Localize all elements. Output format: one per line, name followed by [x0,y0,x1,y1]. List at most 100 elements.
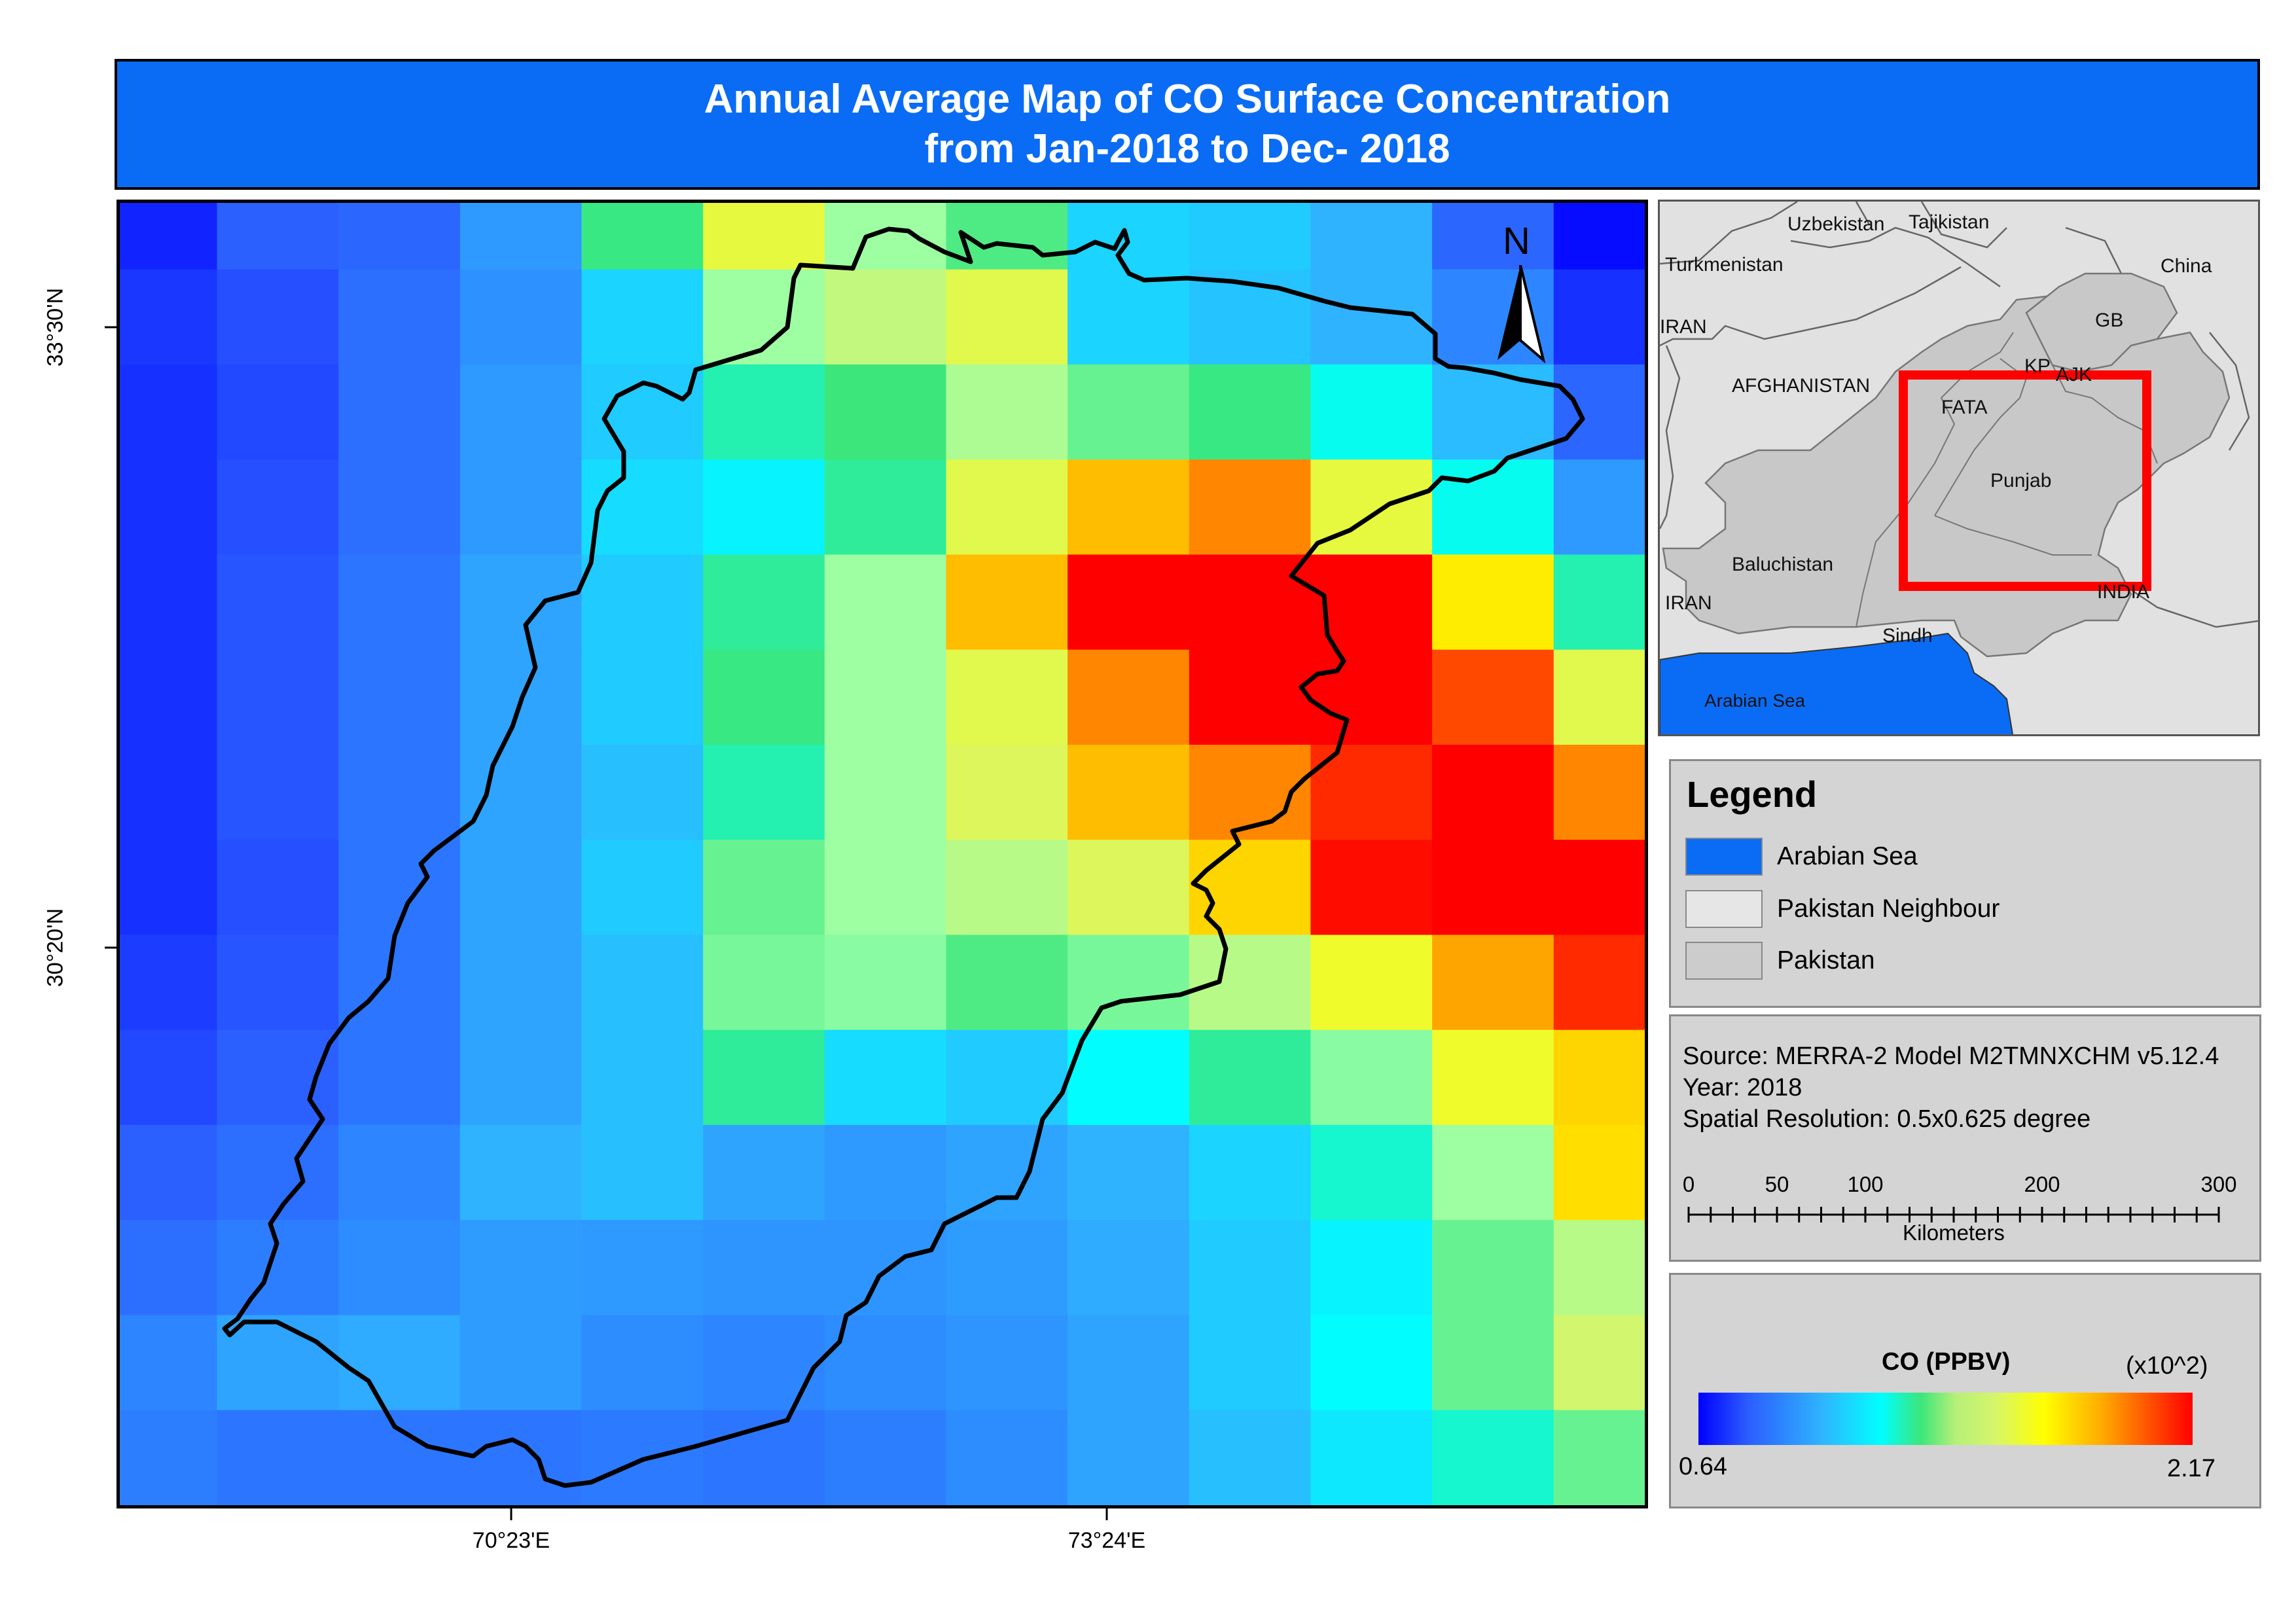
heatmap-cell [1432,649,1554,745]
heatmap-cell [581,1220,704,1316]
heatmap-cell [459,840,583,936]
heatmap-cell [946,364,1069,461]
heatmap-cell [1189,1220,1312,1316]
heatmap-cell [581,935,704,1031]
lat-label-north: 33°30'N [43,287,68,367]
heatmap-cell [1553,459,1645,556]
heatmap-cell [581,269,704,365]
heatmap-cell [120,745,218,841]
heatmap-cell [1553,1315,1645,1411]
heatmap-cell [217,1125,340,1221]
heatmap-cell [217,935,340,1031]
heatmap-cell [338,364,461,461]
heatmap-cell [217,269,340,365]
heatmap-cell [338,1410,461,1505]
resolution-text: Spatial Resolution: 0.5x0.625 degree [1683,1105,2091,1133]
heatmap-cell [581,1125,704,1221]
heatmap-cell [703,364,825,461]
inset-locator-map[interactable]: Uzbekistan Tajikistan Turkmenistan China… [1658,200,2260,736]
heatmap-cell [217,459,340,556]
heatmap-cell [1189,1029,1312,1126]
heatmap-cell [1067,840,1190,936]
heatmap-cell [1067,364,1190,461]
heatmap-cell [459,554,583,651]
heatmap-cell [703,745,825,841]
heatmap-cell [1310,935,1433,1031]
heatmap-cell [459,1125,583,1221]
heatmap-cell [338,745,461,841]
year-text: Year: 2018 [1683,1074,1803,1101]
heatmap-cell [1432,203,1554,270]
legend-label-pakistan-neighbour: Pakistan Neighbour [1777,895,2000,923]
heatmap-cell [1553,840,1645,936]
heatmap-cell [1189,1315,1312,1411]
heatmap-cell [581,1029,704,1126]
source-text: Source: MERRA-2 Model M2TMNXCHM v5.12.4 [1683,1043,2219,1070]
heatmap-cell [703,649,825,745]
legend-swatch-pakistan [1685,942,1763,980]
heatmap-cell [338,935,461,1031]
heatmap-cell [459,459,583,556]
heatmap-cell [338,1315,461,1411]
heatmap-cell [581,745,704,841]
heatmap-cell [581,840,704,936]
heatmap-cell [824,1410,947,1505]
heatmap-cell [120,935,218,1031]
heatmap-cell [1553,1410,1645,1505]
heatmap-cell [1432,840,1554,936]
scale-tick-200: 200 [2024,1172,2060,1196]
inset-label-baluchistan: Baluchistan [1732,554,1834,575]
colorbar-multiplier: (x10^2) [2126,1352,2208,1380]
heatmap-cell [1553,649,1645,745]
heatmap-cell [824,269,947,365]
heatmap-cell [1310,1220,1433,1316]
heatmap-cell [1310,1029,1433,1126]
legend-title: Legend [1687,774,1818,815]
heatmap-cell [946,1125,1069,1221]
heatmap-cell [1553,364,1645,461]
heatmap-cell [120,269,218,365]
heatmap-cell [824,1220,947,1316]
heatmap-cell [824,203,947,270]
colorbar-max-label: 2.17 [2167,1455,2215,1482]
heatmap-cell [1432,1029,1554,1126]
heatmap-cell [120,1220,218,1316]
heatmap-cell [946,1315,1069,1411]
inset-label-punjab: Punjab [1990,470,2052,491]
main-map[interactable]: N [117,200,1648,1508]
inset-label-iran-north: IRAN [1660,316,1707,338]
inset-label-china: China [2161,255,2212,277]
heatmap-cell [120,203,218,270]
heatmap-cell [703,554,825,651]
inset-label-uzbekistan: Uzbekistan [1787,213,1885,235]
colorbar-ramp [1698,1393,2193,1445]
legend-item-pakistan: Pakistan [1685,942,1875,980]
heatmap-cell [1067,1029,1190,1126]
colorbar-min-label: 0.64 [1679,1453,1727,1480]
inset-label-gb: GB [2095,310,2124,331]
heatmap-cell [946,649,1069,745]
heatmap-cell [1432,1125,1554,1221]
inset-label-ajk: AJK [2056,364,2092,385]
heatmap-cell [1067,1315,1190,1411]
heatmap-cell [824,840,947,936]
heatmap-cell [120,459,218,556]
heatmap-cell [338,554,461,651]
heatmap-cell [1067,1125,1190,1221]
heatmap-cell [581,1315,704,1411]
heatmap-cell [459,364,583,461]
heatmap-cell [824,554,947,651]
map-title: Annual Average Map of CO Surface Concent… [115,59,2260,190]
heatmap-cell [1553,269,1645,365]
heatmap-cell [459,1029,583,1126]
heatmap-cell [581,203,704,270]
heatmap-cell [217,840,340,936]
inset-label-sindh: Sindh [1882,625,1933,647]
inset-label-fata: FATA [1941,397,1988,418]
heatmap-cell [459,203,583,270]
scale-tick-50: 50 [1765,1172,1789,1196]
heatmap-cell [1067,935,1190,1031]
heatmap-cell [824,935,947,1031]
info-panel: Source: MERRA-2 Model M2TMNXCHM v5.12.4 … [1669,1014,2261,1262]
heatmap-cell [217,203,340,270]
